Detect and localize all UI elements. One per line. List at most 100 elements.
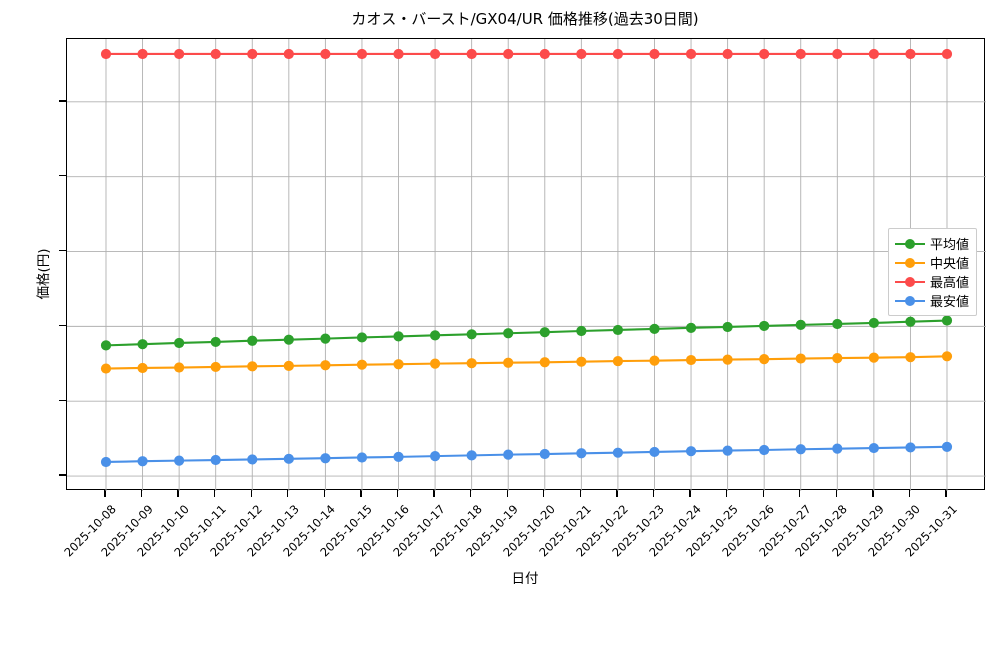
- data-point: [722, 321, 733, 333]
- data-point: [100, 363, 112, 374]
- data-point: [795, 444, 806, 455]
- data-point: [539, 327, 550, 338]
- data-point: [832, 443, 843, 454]
- gridlines: [67, 39, 986, 491]
- data-point: [795, 48, 806, 60]
- data-point: [868, 442, 879, 454]
- legend-label: 平均値: [930, 238, 970, 253]
- data-point: [393, 48, 404, 60]
- data-point: [210, 361, 221, 373]
- data-point: [137, 362, 148, 374]
- x-tick-mark: [470, 490, 472, 497]
- legend-item-2[interactable]: 最高値: [895, 272, 969, 291]
- data-point: [137, 456, 148, 467]
- data-point: [905, 316, 916, 327]
- data-point: [685, 446, 697, 457]
- data-point: [722, 48, 733, 60]
- y-tick-mark: [59, 249, 66, 252]
- legend-item-1[interactable]: 中央値: [895, 253, 969, 272]
- x-tick-mark: [506, 490, 508, 497]
- series-line-3: [104, 445, 949, 464]
- data-point: [503, 357, 514, 368]
- chart-title: カオス・バースト/GX04/UR 価格推移(過去30日間): [351, 10, 699, 28]
- x-tick-mark: [799, 490, 801, 497]
- data-point: [283, 453, 294, 464]
- x-tick-mark: [945, 490, 947, 497]
- x-tick-mark: [725, 490, 728, 497]
- data-point: [832, 352, 843, 364]
- data-point: [759, 320, 770, 332]
- data-point: [832, 48, 843, 60]
- data-point: [356, 452, 368, 463]
- series-line-0: [104, 319, 949, 347]
- data-point: [649, 446, 660, 458]
- data-point: [393, 359, 404, 370]
- x-tick-mark: [433, 490, 435, 497]
- data-point: [759, 48, 770, 60]
- data-point: [466, 329, 477, 340]
- data-point: [685, 48, 697, 60]
- x-tick-mark: [250, 490, 252, 497]
- data-point: [466, 450, 477, 461]
- data-point: [320, 360, 331, 371]
- x-tick-mark: [872, 490, 874, 497]
- data-point: [100, 456, 112, 468]
- data-point: [868, 352, 879, 363]
- data-point: [539, 48, 550, 60]
- data-point: [393, 331, 404, 342]
- data-point: [210, 336, 221, 348]
- legend-marker-icon: [895, 256, 925, 270]
- data-point: [576, 448, 587, 459]
- data-point: [247, 335, 258, 346]
- data-point: [576, 356, 587, 367]
- data-point: [503, 48, 514, 60]
- data-point: [356, 332, 368, 343]
- plot-area: [66, 38, 986, 491]
- data-point: [210, 48, 221, 60]
- data-point: [100, 340, 112, 351]
- legend-marker-icon: [895, 237, 925, 251]
- x-tick-mark: [214, 490, 216, 497]
- data-point: [174, 455, 185, 466]
- x-tick-mark: [835, 490, 837, 497]
- y-tick-mark: [59, 474, 66, 476]
- data-point: [612, 48, 624, 60]
- legend-label: 最安値: [930, 295, 970, 310]
- x-tick-mark: [323, 490, 326, 497]
- data-point: [210, 454, 221, 466]
- x-tick-mark: [616, 490, 618, 497]
- legend-item-3[interactable]: 最安値: [895, 291, 969, 310]
- data-point: [429, 48, 441, 60]
- x-tick-mark: [287, 490, 289, 497]
- data-point: [320, 333, 331, 344]
- x-tick-mark: [652, 490, 655, 497]
- legend-marker-icon: [895, 294, 925, 308]
- data-point: [795, 353, 806, 364]
- data-point: [174, 337, 185, 349]
- data-point: [941, 315, 953, 326]
- data-point: [832, 318, 843, 330]
- data-point: [941, 48, 953, 60]
- data-point: [429, 358, 441, 369]
- data-point: [429, 451, 441, 462]
- data-point: [466, 48, 477, 60]
- data-point: [137, 339, 148, 350]
- data-point: [137, 48, 148, 60]
- data-point: [576, 48, 587, 60]
- x-tick-mark: [104, 490, 106, 497]
- data-point: [539, 448, 550, 460]
- legend-item-0[interactable]: 平均値: [895, 234, 969, 253]
- data-point: [429, 330, 441, 341]
- data-point: [393, 451, 404, 462]
- x-tick-mark: [762, 490, 764, 497]
- y-axis-label: 価格(円): [36, 248, 52, 300]
- legend-marker-icon: [895, 275, 925, 289]
- y-tick-mark: [59, 175, 66, 177]
- data-point: [759, 444, 770, 456]
- data-point: [174, 362, 185, 373]
- data-point: [649, 48, 660, 60]
- x-tick-mark: [177, 490, 179, 497]
- data-point: [941, 441, 953, 452]
- x-tick-mark: [908, 490, 911, 497]
- x-tick-mark: [360, 490, 362, 497]
